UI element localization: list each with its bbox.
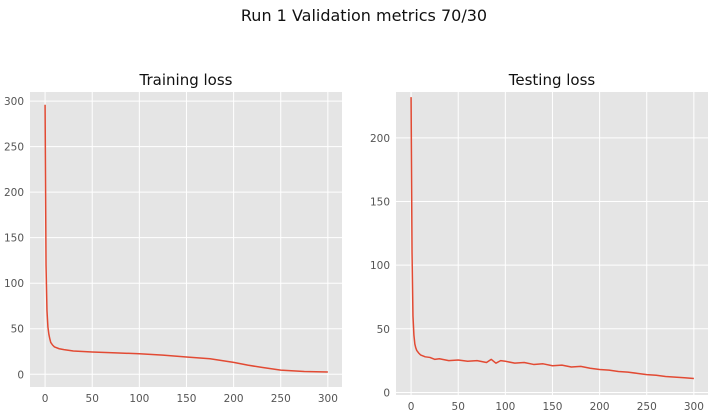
training-loss-x-tick-label: 300 bbox=[318, 393, 338, 405]
training-loss-y-tick-label: 150 bbox=[4, 233, 24, 245]
training-loss-series-line bbox=[44, 104, 328, 373]
testing-loss-x-tick-label: 150 bbox=[542, 401, 562, 413]
training-loss-y-tick-label: 300 bbox=[4, 96, 24, 108]
testing-loss-series-line bbox=[410, 97, 694, 380]
testing-loss-title: Testing loss bbox=[508, 71, 596, 89]
testing-loss-x-tick-label: 100 bbox=[495, 401, 515, 413]
training-loss-x-tick-label: 100 bbox=[129, 393, 149, 405]
testing-loss-x-tick-label: 300 bbox=[684, 401, 704, 413]
training-loss-x-tick-label: 150 bbox=[176, 393, 196, 405]
training-loss-panel: 0 50 100 150 200 250 300 0 50 100 150 200 250 300 Trai… bbox=[4, 71, 342, 405]
testing-loss-x-tick-label: 50 bbox=[452, 401, 465, 413]
training-loss-x-tick-label: 200 bbox=[224, 393, 244, 405]
training-loss-y-tick-label: 100 bbox=[4, 278, 24, 290]
testing-loss-y-tick-label: 200 bbox=[370, 133, 390, 145]
training-loss-title: Training loss bbox=[139, 71, 233, 89]
testing-loss-y-tick-label: 0 bbox=[383, 387, 390, 399]
training-loss-y-tick-label: 200 bbox=[4, 187, 24, 199]
training-loss-x-tick-label: 50 bbox=[86, 393, 99, 405]
figure-title: Run 1 Validation metrics 70/30 bbox=[240, 6, 488, 25]
testing-loss-y-tick-label: 50 bbox=[377, 324, 390, 336]
testing-loss-panel: 0 50 100 150 200 250 300 0 50 100 150 200 Testing lo… bbox=[370, 71, 708, 413]
training-loss-y-tick-label: 0 bbox=[17, 369, 24, 381]
testing-loss-x-tick-label: 200 bbox=[590, 401, 610, 413]
training-loss-x-tick-label: 0 bbox=[42, 393, 49, 405]
testing-loss-x-tick-label: 250 bbox=[637, 401, 657, 413]
training-loss-x-tick-label: 250 bbox=[271, 393, 291, 405]
training-loss-y-tick-label: 50 bbox=[11, 324, 24, 336]
testing-loss-y-tick-label: 150 bbox=[370, 196, 390, 208]
training-loss-y-tick-label: 250 bbox=[4, 142, 24, 154]
testing-loss-y-tick-label: 100 bbox=[370, 260, 390, 272]
testing-loss-x-tick-label: 0 bbox=[408, 401, 415, 413]
